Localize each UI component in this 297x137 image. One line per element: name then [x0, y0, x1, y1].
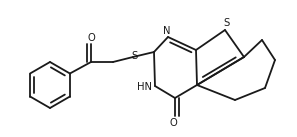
Text: S: S — [223, 18, 229, 28]
Text: N: N — [163, 25, 171, 35]
Text: O: O — [87, 33, 95, 43]
Text: HN: HN — [138, 82, 152, 92]
Text: O: O — [169, 118, 177, 128]
Text: S: S — [131, 51, 137, 61]
